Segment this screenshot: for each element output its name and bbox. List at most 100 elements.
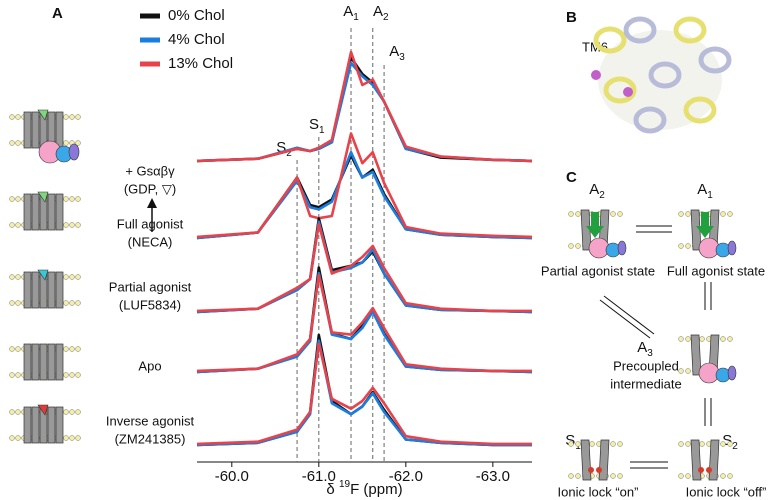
lipid-head <box>69 409 75 415</box>
arrowhead <box>147 198 157 208</box>
lipid-head <box>568 473 574 479</box>
g-gamma <box>727 365 737 381</box>
helix <box>31 111 40 149</box>
condition-label: Inverse agonist <box>106 413 195 428</box>
lipid-head <box>15 222 21 228</box>
lipid-head <box>63 435 69 441</box>
lipid-head <box>69 346 75 352</box>
lipid-head <box>9 222 15 228</box>
helix-ring <box>603 76 637 104</box>
spectrum-line <box>196 150 533 240</box>
lipid-head <box>617 473 623 479</box>
lipid-head <box>699 441 705 447</box>
x-tick-label: -60.0 <box>215 468 249 485</box>
spectrum-line <box>196 154 533 240</box>
lipid-head <box>685 441 691 447</box>
lipid-head <box>15 196 21 202</box>
helix <box>598 439 610 481</box>
helix <box>690 334 702 376</box>
lipid-head <box>63 300 69 306</box>
lipid-head <box>75 114 81 120</box>
label-sub: 3 <box>647 348 653 359</box>
lipid-head <box>685 336 691 342</box>
spectrum-line <box>196 132 533 239</box>
helix <box>47 193 56 231</box>
state-label: A2 <box>589 181 605 201</box>
lipid-head <box>15 409 21 415</box>
helix <box>55 343 64 381</box>
condition-label: + Gsαβγ <box>125 163 175 178</box>
state-caption: Ionic lock “on” <box>558 484 639 499</box>
lipid-head <box>63 222 69 228</box>
helix-ring <box>633 106 667 134</box>
spectrum-line <box>196 56 533 163</box>
lipid-head <box>75 222 81 228</box>
lipid-head <box>575 473 581 479</box>
helix <box>31 343 40 381</box>
lipid-head <box>727 473 733 479</box>
label-main: A <box>637 339 647 356</box>
lipid-head <box>610 211 616 217</box>
lipid-head <box>720 336 726 342</box>
lipid-head <box>63 114 69 120</box>
lipid-head <box>678 243 684 249</box>
helix <box>690 439 702 481</box>
helix <box>31 271 40 309</box>
lipid-head <box>9 346 15 352</box>
label-main: A <box>343 3 353 20</box>
lipid-head <box>69 196 75 202</box>
state-caption: Full agonist state <box>667 263 765 278</box>
panel-letter: C <box>566 169 577 186</box>
condition-label: Full agonist <box>117 216 184 231</box>
label-main: A <box>697 181 707 198</box>
helix <box>39 343 48 381</box>
lipid-head <box>610 441 616 447</box>
lipid-head <box>63 372 69 378</box>
legend-label: 4% Chol <box>168 31 225 48</box>
label-main: S <box>722 432 732 449</box>
spectrum-line <box>196 271 533 374</box>
helix-ring <box>593 26 627 54</box>
lipid-head <box>15 435 21 441</box>
label-sub: 1 <box>353 12 359 23</box>
spectrum-line <box>196 339 532 447</box>
ligand <box>37 109 49 121</box>
label-part: δ <box>326 481 339 498</box>
label-sub: 3 <box>399 52 405 63</box>
atom <box>623 87 633 97</box>
equilibrium-arrows <box>599 225 712 469</box>
legend-label: 13% Chol <box>168 55 233 72</box>
lipid-head <box>678 368 684 374</box>
lipid-head <box>568 441 574 447</box>
x-tick-label: -61.0 <box>302 468 336 485</box>
lipid-head <box>685 243 691 249</box>
lipid-head <box>75 409 81 415</box>
lipid-head <box>69 372 75 378</box>
label-main: A <box>373 3 383 20</box>
state-label: S2 <box>722 432 738 452</box>
lipid-head <box>9 435 15 441</box>
lipid-head <box>69 435 75 441</box>
helix <box>47 406 56 444</box>
ligand <box>37 191 49 203</box>
structure-image <box>591 16 732 134</box>
spectrum-line <box>196 273 532 373</box>
spectrum-line <box>196 222 532 313</box>
lipid-head <box>568 211 574 217</box>
lipid-head <box>678 473 684 479</box>
lipid-head <box>63 140 69 146</box>
helix <box>708 439 720 481</box>
lipid-head <box>15 274 21 280</box>
x-tick-label: -62.0 <box>389 468 423 485</box>
lipid-head <box>727 211 733 217</box>
helix-ring <box>648 61 682 89</box>
condition-label: (NECA) <box>128 234 173 249</box>
ligand <box>37 269 49 281</box>
lipid-head <box>9 372 15 378</box>
lipid-head <box>685 368 691 374</box>
helix-ring <box>698 46 732 74</box>
lipid-head <box>720 473 726 479</box>
state-caption: Ionic lock “off” <box>686 484 767 499</box>
helix-ring <box>683 96 717 124</box>
